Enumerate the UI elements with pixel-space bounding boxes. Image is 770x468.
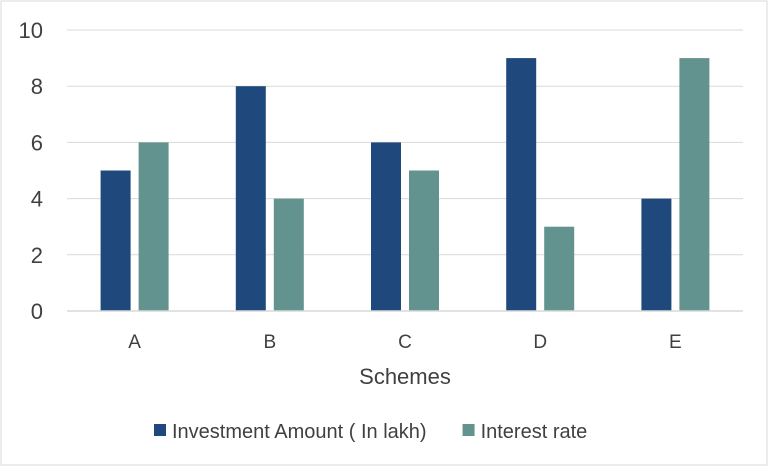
y-tick-label: 10 [19, 18, 43, 43]
x-tick-label: C [398, 332, 412, 353]
y-tick-label: 0 [31, 299, 43, 324]
bar-a-series-2 [138, 142, 169, 311]
legend-label-1: Investment Amount ( In lakh) [172, 421, 427, 443]
x-tick-label: B [263, 332, 276, 353]
bar-a-series-1 [100, 170, 131, 311]
bar-d-series-2 [544, 226, 575, 311]
bar-c-series-1 [371, 142, 401, 311]
x-tick-label: D [533, 332, 547, 353]
x-tick-label: E [669, 332, 682, 353]
y-tick-label: 2 [31, 243, 43, 268]
y-tick-label: 4 [31, 187, 43, 212]
x-axis-title: Schemes [359, 364, 451, 389]
bar-b-series-2 [273, 198, 304, 311]
legend-label-2: Interest rate [481, 421, 588, 443]
x-tick-label: A [128, 332, 141, 353]
y-tick-label: 6 [31, 130, 43, 155]
bar-e-series-2 [679, 58, 710, 311]
gridlines [67, 29, 743, 256]
legend-swatch-2 [462, 424, 475, 436]
y-axis-ticks: 0 2 4 6 8 10 [19, 18, 43, 324]
bar-e-series-1 [641, 198, 672, 311]
legend: Investment Amount ( In lakh) Interest rat… [154, 421, 587, 443]
bar-d-series-1 [506, 58, 537, 311]
bar-b-series-1 [235, 86, 266, 311]
y-tick-label: 8 [31, 74, 43, 99]
legend-swatch-1 [154, 424, 166, 436]
bars [100, 58, 710, 311]
x-axis-ticks: A B C D E [128, 332, 681, 353]
bar-c-series-2 [409, 170, 439, 311]
